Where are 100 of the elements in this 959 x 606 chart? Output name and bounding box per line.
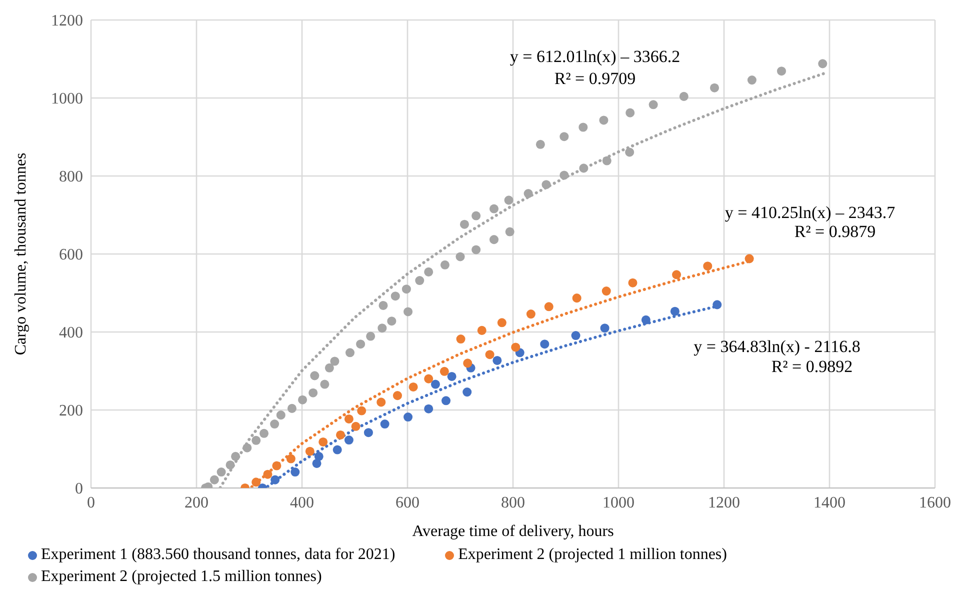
point [747, 76, 756, 85]
point [560, 132, 569, 142]
point [679, 92, 688, 101]
point [447, 372, 456, 381]
point [579, 164, 588, 173]
annotation: y = 410.25ln(x) – 2343.7 [724, 203, 896, 223]
point [351, 422, 360, 431]
point [231, 452, 240, 461]
point [387, 316, 396, 326]
point [392, 391, 402, 400]
point [356, 340, 366, 349]
point [404, 412, 413, 422]
point [260, 428, 269, 438]
point [366, 332, 376, 341]
x-tick-label: 0 [87, 494, 95, 512]
point [599, 116, 608, 125]
point [226, 460, 235, 470]
point [460, 220, 469, 229]
point [380, 420, 390, 429]
point [536, 140, 545, 149]
y-tick-label: 800 [59, 168, 83, 186]
point [330, 356, 340, 366]
annotation: y = 364.83ln(x) - 2116.8 [694, 337, 860, 357]
point [524, 189, 533, 198]
x-tick-label: 200 [184, 494, 208, 512]
point [376, 398, 386, 407]
point [526, 310, 536, 319]
point [344, 414, 354, 424]
legend-label: Experiment 2 (projected 1 million tonnes) [458, 546, 727, 563]
point [290, 468, 300, 477]
point [286, 454, 296, 464]
y-tick-label: 200 [59, 402, 83, 420]
annotation: R² = 0.9709 [554, 69, 636, 89]
point [298, 395, 308, 404]
point [489, 204, 499, 214]
point [402, 284, 411, 294]
point [272, 461, 282, 470]
point [252, 478, 261, 487]
point [456, 334, 466, 344]
annotation: R² = 0.9892 [771, 357, 853, 377]
point [210, 475, 219, 484]
point [440, 366, 449, 376]
point [712, 300, 722, 310]
x-tick-label: 1400 [814, 494, 846, 512]
point [628, 278, 638, 288]
y-tick-label: 0 [75, 480, 83, 498]
point [404, 307, 413, 316]
point [571, 331, 580, 340]
legend-label: Experiment 2 (projected 1.5 million tonnes) [41, 568, 322, 585]
point [216, 468, 226, 477]
point [492, 356, 502, 365]
point [744, 254, 754, 264]
point [424, 404, 434, 414]
point [320, 380, 330, 389]
point [462, 388, 472, 397]
point [560, 170, 569, 180]
annotation: R² = 0.9879 [794, 222, 876, 242]
point [263, 470, 272, 479]
point [672, 270, 682, 280]
point [270, 475, 280, 484]
point [378, 300, 388, 310]
point [308, 388, 318, 398]
point [472, 245, 481, 254]
point [430, 380, 440, 389]
point [776, 66, 786, 76]
y-tick-label: 1200 [51, 12, 83, 30]
x-axis-title: Average time of delivery, hours [412, 523, 614, 540]
point [710, 83, 720, 92]
point [511, 342, 520, 352]
point [472, 211, 481, 220]
annotation: y = 612.01ln(x) – 3366.2 [510, 47, 680, 67]
point [703, 262, 712, 271]
point [505, 227, 514, 236]
y-axis-title: Cargo volume, thousand tonnes [12, 152, 30, 356]
point [463, 358, 472, 368]
point [424, 374, 434, 384]
x-tick-label: 1200 [708, 494, 740, 512]
point [378, 324, 387, 333]
point [485, 350, 494, 360]
point [324, 363, 334, 372]
point [424, 267, 434, 276]
x-tick-label: 600 [396, 494, 420, 512]
x-tick-label: 800 [501, 494, 525, 512]
x-tick-label: 1600 [919, 494, 951, 512]
point [270, 420, 280, 429]
point [345, 348, 355, 358]
point [276, 410, 286, 420]
point [357, 406, 366, 416]
point [625, 148, 634, 157]
point [602, 286, 611, 296]
y-tick-label: 1000 [51, 90, 83, 108]
point [578, 122, 588, 132]
point [440, 260, 450, 270]
point [344, 436, 354, 445]
point [364, 428, 373, 438]
point [305, 446, 314, 456]
point [602, 156, 612, 166]
point [332, 445, 342, 454]
point [670, 306, 680, 316]
point [504, 196, 514, 205]
